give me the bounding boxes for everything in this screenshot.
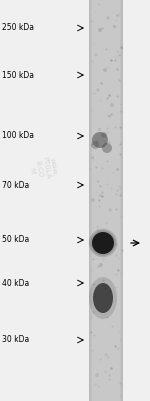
Text: 250 kDa: 250 kDa	[2, 24, 34, 32]
Circle shape	[101, 132, 107, 138]
Text: 40 kDa: 40 kDa	[2, 279, 29, 288]
Bar	[89, 0, 123, 401]
Ellipse shape	[90, 230, 116, 256]
Circle shape	[103, 68, 107, 72]
Circle shape	[95, 373, 99, 377]
Circle shape	[106, 16, 110, 20]
Ellipse shape	[89, 229, 117, 257]
Text: 100 kDa: 100 kDa	[2, 132, 34, 140]
Text: 30 kDa: 30 kDa	[2, 336, 29, 344]
Circle shape	[91, 141, 99, 149]
Text: www.
PTGLA
B.CO
M: www. PTGLA B.CO M	[27, 155, 58, 182]
Circle shape	[99, 263, 103, 267]
Bar	[122, 0, 123, 401]
Circle shape	[110, 103, 114, 107]
Ellipse shape	[92, 232, 114, 254]
Circle shape	[94, 53, 98, 57]
Bar	[90, 0, 91, 401]
Circle shape	[102, 143, 112, 153]
Ellipse shape	[89, 277, 117, 319]
Circle shape	[91, 198, 95, 202]
Bar	[121, 0, 122, 401]
Text: 70 kDa: 70 kDa	[2, 180, 29, 190]
Circle shape	[92, 132, 108, 148]
Circle shape	[96, 89, 99, 91]
Bar	[89, 0, 90, 401]
Text: 150 kDa: 150 kDa	[2, 71, 34, 79]
Circle shape	[108, 209, 111, 211]
Ellipse shape	[93, 283, 113, 313]
Circle shape	[105, 354, 108, 356]
Circle shape	[98, 28, 102, 32]
Bar	[120, 0, 121, 401]
Text: 50 kDa: 50 kDa	[2, 235, 29, 245]
Bar	[91, 0, 92, 401]
